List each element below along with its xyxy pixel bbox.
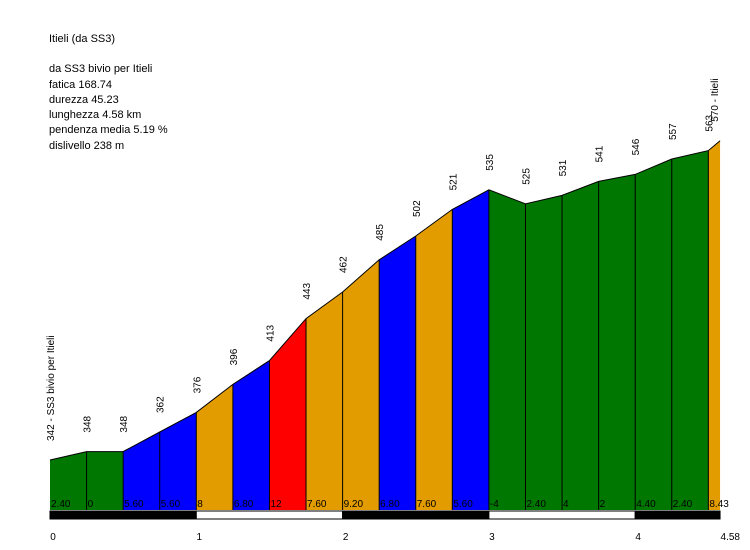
grade-label-10: 6.80 [380,499,400,510]
grade-label-15: 4 [563,499,569,510]
altitude-label-9: 485 [375,224,386,241]
x-tick-label-1: 1 [197,532,203,543]
segment-11 [415,209,453,510]
segment-12 [452,189,489,511]
altitude-label-3: 362 [156,396,167,413]
grade-label-12: 5.60 [453,499,473,510]
route-info: Itieli (da SS3) da SS3 bivio per Itieli … [49,32,168,154]
grade-label-4: 5.60 [161,499,181,510]
segment-8 [306,292,343,510]
segment-15 [562,181,599,510]
grade-label-8: 7.60 [307,499,327,510]
segment-18 [671,150,709,510]
route-elevation-gain: dislivello 238 m [49,139,125,152]
altitude-label-14: 531 [558,159,569,176]
grade-label-3: 5.60 [124,499,144,510]
segment-7 [269,318,307,510]
grade-label-1: 2.40 [51,499,71,510]
grade-label-19: 8.43 [709,499,729,510]
grade-label-13: -4 [490,499,499,510]
grade-label-14: 2.40 [526,499,546,510]
altitude-label-15: 541 [595,145,606,162]
grade-label-11: 7.60 [417,499,437,510]
altitude-label-10: 502 [412,200,423,217]
altitude-label-18: 563 [704,114,715,131]
profile-line [49,140,721,461]
km-band-5 [634,510,721,520]
altitude-label-6: 413 [265,324,276,341]
grade-label-2: 0 [88,499,94,510]
route-title: Itieli (da SS3) [49,33,116,45]
altitude-label-13: 525 [521,168,532,185]
segment-1 [50,451,87,510]
segment-13 [488,189,526,511]
grade-label-16: 2 [600,499,606,510]
km-band-2 [195,510,344,520]
route-avg-grade: pendenza media 5.19 % [49,124,168,137]
altitude-label-5: 396 [229,348,240,365]
route-start-name: da SS3 bivio per Itieli [49,63,153,76]
km-band-4 [488,510,636,520]
segment-2 [86,451,124,510]
segment-16 [598,174,636,510]
altitude-label-7: 443 [302,282,313,299]
x-tick-label-0: 0 [50,532,56,543]
segment-5 [196,384,233,510]
grade-label-9: 9.20 [344,499,364,510]
grade-label-17: 4.40 [636,499,656,510]
altitude-label-2: 348 [119,415,130,432]
altitude-label-17: 557 [668,123,679,140]
segment-4 [159,412,197,510]
altitude-label-16: 546 [631,138,642,155]
grade-label-7: 12 [270,499,282,510]
altitude-label-12: 535 [485,154,496,171]
x-tick-label-3: 3 [489,532,495,543]
segment-6 [232,360,270,510]
x-tick-label-4: 4 [635,532,641,543]
segment-14 [525,195,563,510]
segment-10 [379,236,416,510]
altitude-label-11: 521 [448,173,459,190]
altitude-label-1: 348 [83,415,94,432]
route-length: lunghezza 4.58 km [49,109,142,122]
altitude-label-4: 376 [192,376,203,393]
grade-label-6: 6.80 [234,499,254,510]
x-tick-label-4.58: 4.58 [721,532,741,543]
km-band-3 [342,510,490,520]
segment-19 [708,140,721,511]
segment-9 [342,259,380,510]
km-band-1 [49,510,197,520]
start-label: 342 - SS3 bivio per Itieli [46,335,57,441]
grade-label-18: 2.40 [673,499,693,510]
end-label: 570 - Itieli [710,78,721,121]
x-tick-label-2: 2 [343,532,349,543]
route-durezza: durezza 45.23 [49,93,119,106]
segment-17 [635,159,672,510]
segment-3 [123,432,160,510]
altitude-label-8: 462 [339,256,350,273]
grade-label-5: 8 [197,499,203,510]
route-fatica: fatica 168.74 [49,78,112,91]
